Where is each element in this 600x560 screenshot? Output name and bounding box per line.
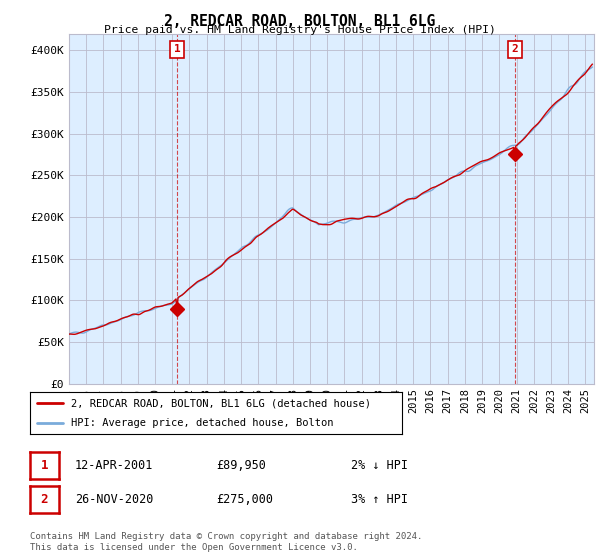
- Text: 2, REDCAR ROAD, BOLTON, BL1 6LG: 2, REDCAR ROAD, BOLTON, BL1 6LG: [164, 14, 436, 29]
- Text: 2, REDCAR ROAD, BOLTON, BL1 6LG (detached house): 2, REDCAR ROAD, BOLTON, BL1 6LG (detache…: [71, 398, 371, 408]
- Text: £275,000: £275,000: [216, 493, 273, 506]
- Text: 2: 2: [41, 493, 48, 506]
- Text: £89,950: £89,950: [216, 459, 266, 473]
- Text: 3% ↑ HPI: 3% ↑ HPI: [351, 493, 408, 506]
- Text: HPI: Average price, detached house, Bolton: HPI: Average price, detached house, Bolt…: [71, 418, 334, 428]
- Text: Price paid vs. HM Land Registry's House Price Index (HPI): Price paid vs. HM Land Registry's House …: [104, 25, 496, 35]
- Text: 12-APR-2001: 12-APR-2001: [75, 459, 154, 473]
- Text: Contains HM Land Registry data © Crown copyright and database right 2024.
This d: Contains HM Land Registry data © Crown c…: [30, 532, 422, 552]
- Text: 1: 1: [174, 44, 181, 54]
- Text: 1: 1: [41, 459, 48, 473]
- Text: 2: 2: [511, 44, 518, 54]
- Text: 26-NOV-2020: 26-NOV-2020: [75, 493, 154, 506]
- Text: 2% ↓ HPI: 2% ↓ HPI: [351, 459, 408, 473]
